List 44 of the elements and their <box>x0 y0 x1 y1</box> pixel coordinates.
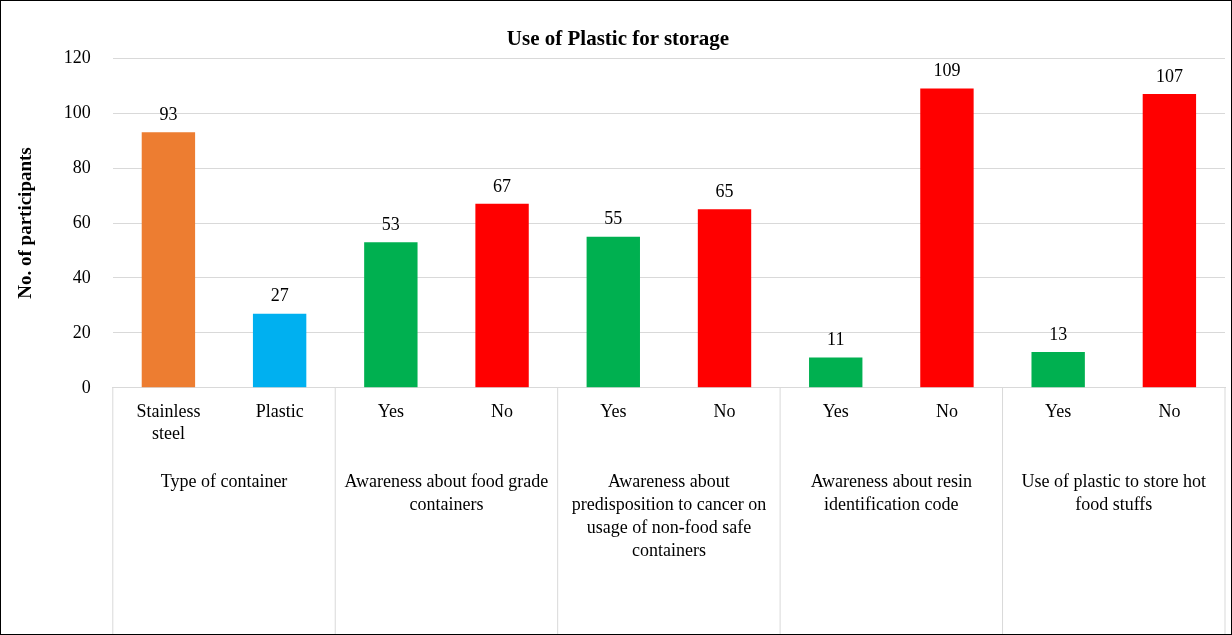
data-label: 53 <box>381 213 400 234</box>
x-tick-label: No <box>1158 401 1181 422</box>
y-tick-label: 100 <box>63 101 91 122</box>
bar <box>920 88 974 388</box>
data-label: 109 <box>933 60 961 81</box>
bar <box>809 357 863 388</box>
data-label: 107 <box>1155 65 1183 86</box>
x-tick-label: Yes <box>600 401 627 422</box>
y-tick-label: 40 <box>72 266 91 287</box>
bar <box>586 236 640 388</box>
data-label: 55 <box>604 208 623 229</box>
x-tick-label: No <box>491 401 514 422</box>
y-tick-label: 0 <box>81 376 91 397</box>
y-tick-label: 80 <box>72 156 91 177</box>
bar <box>252 313 307 388</box>
text: Awareness about predisposition to cancer on usage of non-food safe containers <box>571 470 767 560</box>
bar <box>364 242 418 388</box>
data-label: 27 <box>270 285 289 306</box>
x-tick-label: No <box>713 401 736 422</box>
data-label: 13 <box>1049 323 1068 344</box>
y-tick-label: 60 <box>72 211 91 232</box>
data-label: 93 <box>159 104 178 125</box>
bar <box>475 203 529 388</box>
y-tick-label: 20 <box>72 321 91 342</box>
y-axis-title: No. of participants <box>14 147 36 299</box>
x-tick-label: Plastic <box>255 401 304 422</box>
text: Use of plastic to store hot food stuffs <box>1021 470 1207 514</box>
data-label: 67 <box>493 175 512 196</box>
text: Awareness about resin identification code <box>810 470 972 514</box>
bar <box>697 209 752 388</box>
x-tick-label: Yes <box>377 401 404 422</box>
x-tick-label: Stainless steel <box>136 401 201 443</box>
x-tick-label: Yes <box>822 401 849 422</box>
x-tick-label: No <box>935 401 958 422</box>
text: Awareness about food grade containers <box>344 470 549 514</box>
bar <box>1031 352 1085 388</box>
data-label: 11 <box>827 329 845 350</box>
chart-title: Use of Plastic for storage <box>506 26 730 51</box>
y-tick-label: 120 <box>63 46 91 67</box>
bar <box>141 132 196 388</box>
data-label: 65 <box>715 181 734 201</box>
bar <box>1142 93 1197 388</box>
text: Type of container <box>160 470 288 491</box>
x-tick-label: Yes <box>1045 401 1072 422</box>
